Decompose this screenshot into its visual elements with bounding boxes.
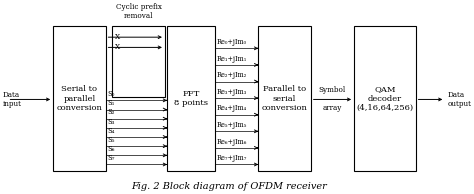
Bar: [258, 26, 311, 171]
Text: S₅: S₅: [107, 136, 114, 144]
Text: Re₅+jIm₅: Re₅+jIm₅: [216, 121, 247, 129]
Bar: [53, 26, 106, 171]
Bar: [167, 26, 215, 171]
Text: X: X: [115, 43, 120, 51]
Text: Re₆+jIm₆: Re₆+jIm₆: [216, 138, 247, 146]
Text: S₄: S₄: [107, 127, 114, 135]
Text: S₁: S₁: [107, 99, 114, 107]
Text: S₇: S₇: [107, 154, 114, 162]
Text: Data
input: Data input: [3, 91, 22, 108]
Text: Data
output: Data output: [447, 91, 472, 108]
Text: Re₁+jIm₁: Re₁+jIm₁: [216, 55, 247, 63]
Text: Re₃+jIm₃: Re₃+jIm₃: [216, 88, 247, 96]
Text: QAM
decoder
(4,16,64,256): QAM decoder (4,16,64,256): [356, 85, 413, 112]
Text: Re₇+jIm₇: Re₇+jIm₇: [216, 154, 247, 162]
Text: X: X: [115, 33, 120, 41]
Text: S₃: S₃: [107, 118, 114, 126]
Text: S₀: S₀: [107, 90, 114, 98]
Text: Parallel to
serial
conversion: Parallel to serial conversion: [262, 85, 308, 112]
Bar: [354, 26, 416, 171]
Text: array: array: [323, 104, 342, 112]
Bar: [112, 26, 165, 97]
Text: Cyclic prefix
removal: Cyclic prefix removal: [116, 3, 162, 20]
Text: S₆: S₆: [107, 145, 114, 153]
Text: S₂: S₂: [107, 108, 114, 116]
Text: Re₄+jIm₄: Re₄+jIm₄: [216, 105, 246, 113]
Text: Re₂+jIm₂: Re₂+jIm₂: [216, 71, 247, 79]
Text: FFT
8 points: FFT 8 points: [174, 90, 208, 107]
Text: Symbol: Symbol: [319, 86, 346, 94]
Text: Re₀+jIm₀: Re₀+jIm₀: [216, 38, 246, 46]
Text: Serial to
parallel
conversion: Serial to parallel conversion: [56, 85, 102, 112]
Text: Fig. 2 Block diagram of OFDM receiver: Fig. 2 Block diagram of OFDM receiver: [131, 182, 327, 191]
